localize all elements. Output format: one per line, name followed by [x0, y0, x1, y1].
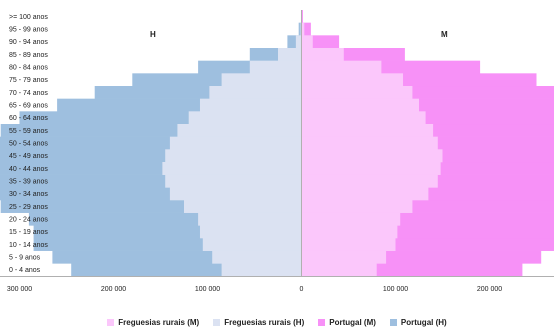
bar-freguesias-rurais-m-10-14-anos [301, 238, 396, 251]
category-label-35-39-anos: 35 - 39 anos [9, 179, 48, 186]
bar-freguesias-rurais-m-20-24-anos [301, 212, 401, 226]
bar-freguesias-rurais-m-50-54-anos [301, 136, 438, 150]
category-label-55-59-anos: 55 - 59 anos [9, 128, 48, 135]
bar-portugal-m-95-99-anos [301, 22, 311, 36]
bar-freguesias-rurais-m-85-89-anos [301, 48, 344, 61]
x-tick-label-6: 100 000 [383, 286, 408, 293]
category-label-70-74-anos: 70 - 74 anos [9, 90, 48, 97]
legend-swatch-portugal-m [318, 318, 326, 326]
bar-freguesias-rurais-h-65-69-anos [199, 98, 302, 112]
x-tick-label-2: 300 000 [7, 286, 32, 293]
bar-freguesias-rurais-m-45-49-anos [301, 149, 443, 163]
bar-freguesias-rurais-h-15-19-anos [199, 225, 302, 239]
category-label-45-49-anos: 45 - 49 anos [9, 153, 48, 160]
category-label-40-44-anos: 40 - 44 anos [9, 166, 48, 173]
legend-swatch-freguesias-m [107, 318, 115, 326]
bar-freguesias-rurais-m-95-99-anos [301, 22, 305, 36]
category-label-80-84-anos: 80 - 84 anos [9, 65, 48, 72]
category-label-100-anos: >= 100 anos [9, 14, 48, 21]
bar-freguesias-rurais-h-50-54-anos [169, 136, 302, 150]
x-tick-label-4: 100 000 [195, 286, 220, 293]
bar-freguesias-rurais-h-35-39-anos [165, 174, 302, 188]
bar-freguesias-rurais-h-30-34-anos [169, 187, 302, 201]
legend-swatch-freguesias-h [213, 318, 221, 326]
legend: Freguesias rurais (M) Freguesias rurais … [0, 316, 554, 328]
bar-freguesias-rurais-m-40-44-anos [301, 162, 441, 175]
category-labels: 0 - 4 anos 5 - 9 anos 10 - 14 anos 15 - 19 … [9, 14, 48, 274]
bar-freguesias-rurais-h-20-24-anos [198, 212, 302, 226]
bar-freguesias-rurais-m-5-9-anos [301, 250, 387, 264]
legend-item-freguesias-h: Freguesias rurais (H) [213, 316, 304, 328]
legend-item-portugal-m: Portugal (M) [318, 316, 376, 328]
legend-label-freguesias-m: Freguesias rurais (M) [118, 317, 200, 327]
category-label-25-29-anos: 25 - 29 anos [9, 204, 48, 211]
category-label-10-14-anos: 10 - 14 anos [9, 242, 48, 249]
x-tick-label-7: 200 000 [477, 286, 502, 293]
bar-freguesias-rurais-m-55-59-anos [301, 124, 434, 137]
category-label-95-99-anos: 95 - 99 anos [9, 27, 48, 34]
category-label-60-64-anos: 60 - 64 anos [9, 115, 48, 122]
bar-portugal-m-100-anos [301, 10, 303, 23]
bar-freguesias-rurais-m-90-94-anos [301, 35, 313, 49]
bar-freguesias-rurais-h-55-59-anos [177, 124, 302, 137]
side-label-left: H [150, 30, 156, 39]
bar-freguesias-rurais-h-90-94-anos [295, 35, 302, 49]
bar-freguesias-rurais-m-0-4-anos [301, 263, 377, 277]
category-label-20-24-anos: 20 - 24 anos [9, 217, 48, 224]
bar-freguesias-rurais-m-75-79-anos [301, 73, 404, 87]
category-label-15-19-anos: 15 - 19 anos [9, 229, 48, 236]
legend-label-freguesias-h: Freguesias rurais (H) [224, 317, 305, 327]
legend-label-portugal-h: Portugal (H) [400, 317, 447, 327]
category-label-50-54-anos: 50 - 54 anos [9, 141, 48, 148]
bar-freguesias-rurais-m-25-29-anos [301, 200, 413, 213]
bar-freguesias-rurais-m-65-69-anos [301, 98, 419, 112]
x-tick-label-5: 0 [300, 286, 304, 293]
bar-freguesias-rurais-h-0-4-anos [221, 263, 302, 277]
x-tick-label-3: 200 000 [101, 286, 126, 293]
bar-portugal-h-95-99-anos [298, 22, 302, 36]
category-label-65-69-anos: 65 - 69 anos [9, 103, 48, 110]
bar-freguesias-rurais-m-80-84-anos [301, 60, 382, 74]
legend-label-portugal-m: Portugal (M) [329, 317, 376, 327]
category-label-90-94-anos: 90 - 94 anos [9, 39, 48, 46]
category-label-75-79-anos: 75 - 79 anos [9, 77, 48, 84]
side-label-right: M [441, 30, 448, 39]
bar-freguesias-rurais-m-35-39-anos [301, 174, 438, 188]
bar-freguesias-rurais-h-10-14-anos [202, 238, 302, 251]
bar-freguesias-rurais-h-80-84-anos [249, 60, 302, 74]
bar-freguesias-rurais-h-45-49-anos [165, 149, 302, 163]
bar-freguesias-rurais-h-70-74-anos [209, 86, 302, 99]
bar-freguesias-rurais-h-40-44-anos [162, 162, 302, 175]
category-label-0-4-anos: 0 - 4 anos [9, 267, 41, 274]
bar-freguesias-rurais-h-85-89-anos [278, 48, 302, 61]
bar-freguesias-rurais-m-30-34-anos [301, 187, 429, 201]
bar-freguesias-rurais-h-75-79-anos [221, 73, 302, 87]
category-label-5-9-anos: 5 - 9 anos [9, 255, 41, 262]
bar-freguesias-rurais-h-5-9-anos [212, 250, 302, 264]
category-label-85-89-anos: 85 - 89 anos [9, 52, 48, 59]
bar-freguesias-rurais-h-60-64-anos [188, 111, 302, 125]
legend-swatch-portugal-h [389, 318, 397, 326]
legend-item-portugal-h: Portugal (H) [389, 316, 447, 328]
bars-inner-layer [162, 10, 443, 277]
bar-freguesias-rurais-h-25-29-anos [184, 200, 302, 213]
legend-item-freguesias-m: Freguesias rurais (M) [107, 316, 199, 328]
bar-freguesias-rurais-m-60-64-anos [301, 111, 426, 125]
bar-freguesias-rurais-m-15-19-anos [301, 225, 398, 239]
category-label-30-34-anos: 30 - 34 anos [9, 191, 48, 198]
bar-freguesias-rurais-m-70-74-anos [301, 86, 413, 99]
